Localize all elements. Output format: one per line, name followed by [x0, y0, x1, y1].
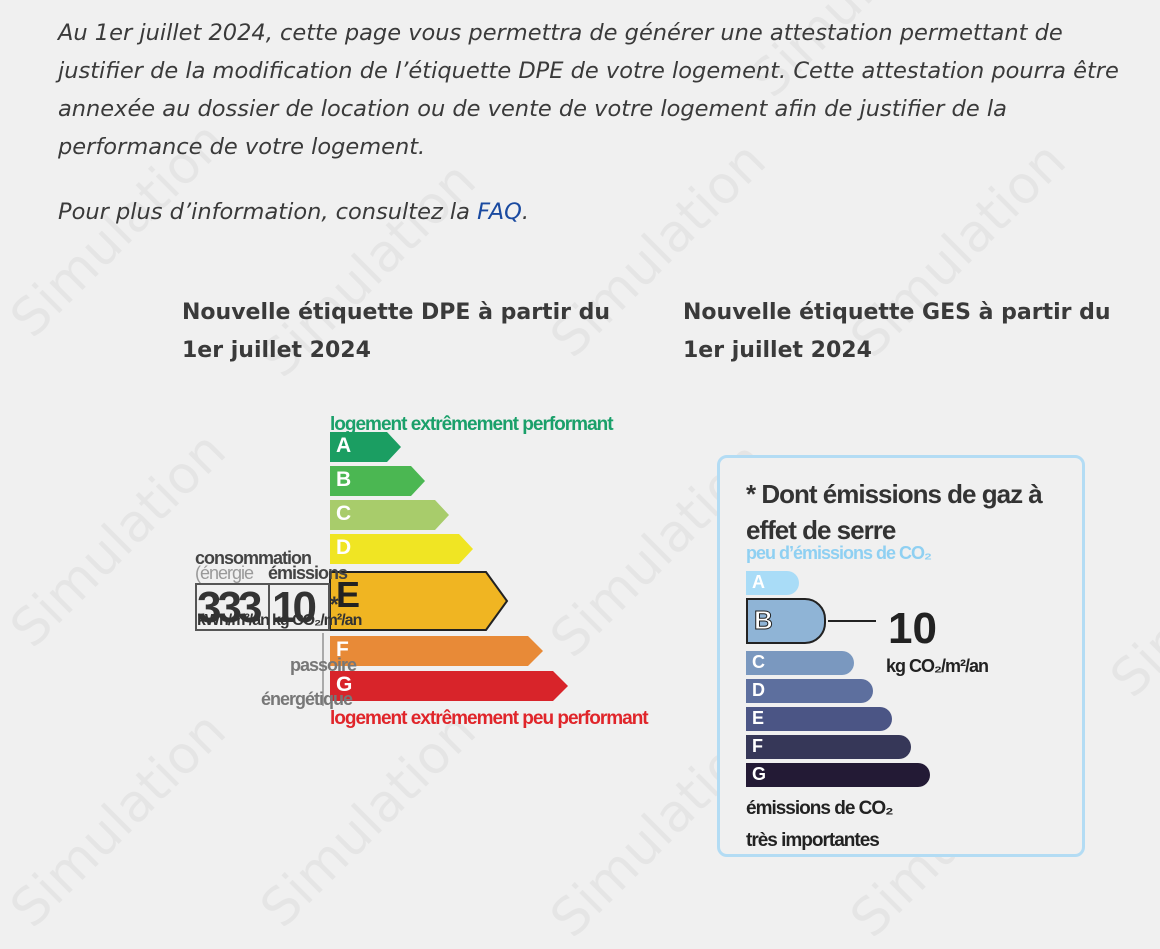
ges-bar-f: F	[746, 735, 911, 759]
ges-bottom-caption-1: émissions de CO₂	[746, 798, 894, 819]
dpe-bar-e	[329, 571, 509, 631]
more-info: Pour plus d’information, consultez la FA…	[58, 193, 529, 231]
ges-unit: kg CO₂/m²/an	[886, 656, 989, 676]
energy-label: (énergie	[195, 563, 254, 583]
emissions-label: émissions	[268, 563, 348, 583]
ges-heading: * Dont émissions de gaz à effet de serre	[746, 479, 1043, 545]
dpe-bar-d	[330, 534, 473, 564]
ges-pointer-line	[828, 620, 876, 622]
emissions-box	[268, 583, 330, 631]
consumption-label: consommation	[195, 548, 312, 568]
ges-bar-d: D	[746, 679, 873, 703]
dpe-bottom-caption: logement extrêmement peu performant	[330, 708, 649, 729]
dpe-bar-b	[330, 466, 425, 496]
unit-co2: kg CO₂/m²/an	[272, 612, 362, 629]
ges-title: Nouvelle étiquette GES à partir du 1er j…	[683, 300, 1111, 363]
more-info-text: Pour plus d’information, consultez la	[58, 199, 478, 225]
unit-energy: kWh/m²/an	[197, 612, 270, 629]
emissions-star: *	[330, 592, 339, 617]
ges-bar-g: G	[746, 763, 930, 787]
ges-panel: * Dont émissions de gaz à effet de serre…	[717, 455, 1085, 857]
dpe-bar-g	[330, 671, 568, 701]
ges-top-caption: peu d’émissions de CO₂	[746, 543, 932, 563]
dpe-scale	[322, 432, 568, 706]
dpe-top-caption: logement extrêmement performant	[330, 414, 614, 435]
dpe-title: Nouvelle étiquette DPE à partir du 1er j…	[182, 300, 611, 363]
emissions-value: 10	[272, 583, 317, 632]
dpe-bar-f	[330, 636, 543, 666]
ges-bottom-caption-2: très importantes	[746, 830, 880, 851]
ges-bar-a: A	[746, 571, 799, 595]
consumption-value: 333	[197, 583, 262, 632]
ges-bar-b: B	[746, 598, 826, 644]
ges-bar-c: C	[746, 651, 854, 675]
ges-value: 10	[888, 604, 937, 653]
ges-bar-e: E	[746, 707, 892, 731]
dpe-bar-a	[330, 432, 401, 462]
dpe-bar-c	[330, 500, 449, 530]
more-info-suffix: .	[521, 199, 529, 225]
consumption-box	[195, 583, 269, 631]
passoire-label: passoire	[290, 655, 357, 675]
energetique-label: énergétique	[261, 689, 353, 709]
faq-link[interactable]: FAQ	[477, 199, 522, 225]
intro-paragraph: Au 1er juillet 2024, cette page vous per…	[58, 20, 1119, 160]
